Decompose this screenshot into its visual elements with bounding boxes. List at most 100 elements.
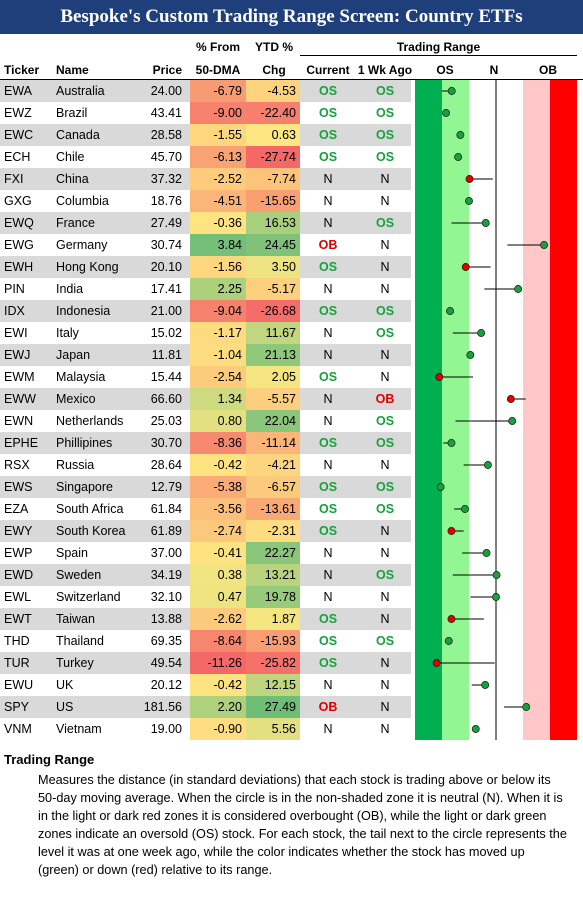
range-point-RSX [483,461,492,469]
price-cell: 30.70 [150,436,182,450]
wk-ago-signal-cell: N [380,722,390,736]
current-signal-cell: OS [318,260,338,274]
current-signal-cell: N [323,458,333,472]
range-point-EWL [492,593,500,601]
header-ob: OB [539,63,557,77]
from50-cell: -11.26 [190,652,246,674]
header-wk-ago: 1 Wk Ago [357,63,413,77]
header-from50-line2: 50-DMA [195,63,241,77]
wk-ago-signal-cell: OS [375,84,395,98]
wk-ago-signal-cell: N [380,612,390,626]
from50-cell: -0.90 [190,718,246,740]
range-point-EWS [436,483,445,491]
ytd-cell: 24.45 [246,234,300,256]
current-signal-cell: OB [318,238,338,252]
price-cell: 49.54 [150,656,182,670]
current-signal-cell: OS [318,128,338,142]
range-point-EZA [461,505,469,513]
ticker-cell: EWJ [4,348,31,362]
name-cell: Japan [56,348,91,362]
price-cell: 15.02 [150,326,182,340]
ytd-cell: -22.40 [246,102,300,124]
price-cell: 28.58 [150,128,182,142]
price-cell: 32.10 [150,590,182,604]
header-underline [0,79,583,80]
from50-cell: 1.34 [190,388,246,410]
from50-cell: -8.64 [190,630,246,652]
price-cell: 66.60 [150,392,182,406]
from50-cell: 0.38 [190,564,246,586]
header-os: OS [436,63,454,77]
ticker-cell: EWS [4,480,33,494]
wk-ago-signal-cell: OS [375,150,395,164]
range-point-GXG [465,197,473,205]
price-cell: 43.41 [150,106,182,120]
ticker-cell: EWQ [4,216,34,230]
price-cell: 15.44 [150,370,182,384]
wk-ago-signal-cell: OS [375,568,395,582]
wk-ago-signal-cell: N [380,656,390,670]
ticker-cell: EWT [4,612,32,626]
name-cell: Germany [56,238,108,252]
current-signal-cell: N [323,348,333,362]
header-ticker: Ticker [4,63,40,77]
range-point-EWW [506,395,515,403]
name-cell: Turkey [56,656,94,670]
price-cell: 69.35 [150,634,182,648]
ytd-cell: -13.61 [246,498,300,520]
header-ytd-line2: Chg [262,63,286,77]
ticker-cell: GXG [4,194,32,208]
wk-ago-signal-cell: N [380,348,390,362]
from50-cell: 3.84 [190,234,246,256]
ytd-cell: -7.74 [246,168,300,190]
ticker-cell: EWG [4,238,34,252]
header-ytd-line1: YTD % [254,40,293,54]
name-cell: Chile [56,150,85,164]
ytd-cell: -2.31 [246,520,300,542]
range-point-EWP [482,549,491,557]
name-cell: Hong Kong [56,260,119,274]
wk-ago-signal-cell: N [380,370,390,384]
price-cell: 20.12 [150,678,182,692]
range-point-EWN [508,417,517,425]
name-cell: Malaysia [56,370,106,384]
from50-cell: -0.42 [190,454,246,476]
ticker-cell: RSX [4,458,30,472]
range-point-EWM [435,373,444,381]
name-cell: Brazil [56,106,88,120]
wk-ago-signal-cell: N [380,590,390,604]
range-point-EWZ [442,109,450,117]
wk-ago-signal-cell: N [380,194,390,208]
current-signal-cell: N [323,590,333,604]
price-cell: 37.32 [150,172,182,186]
current-signal-cell: OS [318,150,338,164]
name-cell: Italy [56,326,79,340]
name-cell: Canada [56,128,100,142]
ytd-cell: 12.15 [246,674,300,696]
current-signal-cell: N [323,392,333,406]
price-cell: 13.88 [150,612,182,626]
ytd-cell: 22.27 [246,542,300,564]
current-signal-cell: OS [318,436,338,450]
ticker-cell: PIN [4,282,25,296]
oversold-light-zone [442,80,469,740]
current-signal-cell: OS [318,370,338,384]
current-signal-cell: N [323,216,333,230]
ytd-cell: 0.63 [246,124,300,146]
price-cell: 34.19 [150,568,182,582]
from50-cell: 0.80 [190,410,246,432]
header-price: Price [152,63,182,77]
current-signal-cell: OS [318,106,338,120]
ytd-cell: 3.50 [246,256,300,278]
current-signal-cell: OS [318,84,338,98]
price-cell: 12.79 [150,480,182,494]
name-cell: Thailand [56,634,104,648]
range-point-EWJ [466,351,475,359]
name-cell: Vietnam [56,722,102,736]
current-signal-cell: OS [318,502,338,516]
price-cell: 18.76 [150,194,182,208]
ytd-cell: -4.21 [246,454,300,476]
ytd-cell: -15.93 [246,630,300,652]
ticker-cell: EWY [4,524,33,538]
screen-table: % From YTD % Trading Range Ticker Name P… [0,34,583,740]
